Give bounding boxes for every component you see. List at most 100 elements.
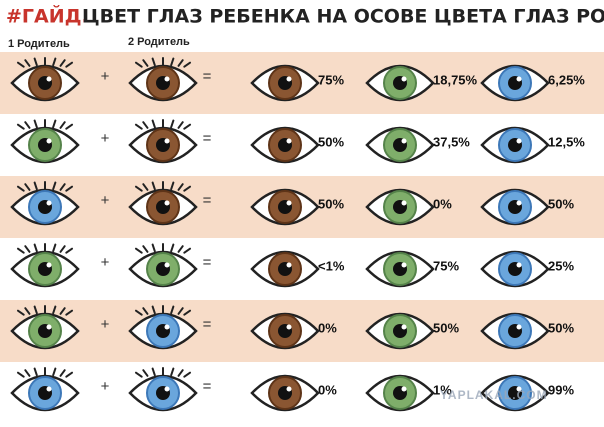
percent-label: 99% xyxy=(548,382,574,397)
eyelash xyxy=(52,243,57,253)
highlight xyxy=(164,262,170,268)
highlight xyxy=(46,138,52,144)
eyelash xyxy=(170,57,175,67)
percent-label: 50% xyxy=(548,320,574,335)
eye xyxy=(480,374,550,412)
percent-label: 0% xyxy=(318,382,337,397)
highlight xyxy=(401,262,407,268)
plus-sign: + xyxy=(101,192,110,209)
eyelash xyxy=(33,57,38,67)
eyelash xyxy=(134,309,143,316)
title-tag: #ГАЙД. xyxy=(6,5,89,28)
eyelash xyxy=(24,121,31,129)
percent-label: 50% xyxy=(318,196,344,211)
equals-sign: = xyxy=(203,254,212,271)
eye xyxy=(480,64,550,102)
eye xyxy=(365,374,435,412)
eyelash xyxy=(59,183,66,191)
percent-label: 50% xyxy=(548,196,574,211)
eye xyxy=(128,181,198,226)
watermark: YAPLAKAL.COM xyxy=(440,388,548,402)
eyelash xyxy=(177,245,184,253)
percent-label: 75% xyxy=(433,258,459,273)
eye xyxy=(10,181,80,226)
eyelash xyxy=(151,367,156,377)
eyelash xyxy=(134,185,143,192)
eyelash xyxy=(151,305,156,315)
eye xyxy=(365,188,435,226)
eye xyxy=(250,188,320,226)
percent-label: 50% xyxy=(433,320,459,335)
eye xyxy=(365,312,435,350)
eyelash xyxy=(183,371,192,378)
eyelash xyxy=(183,247,192,254)
eyelash xyxy=(59,245,66,253)
eyelash xyxy=(24,183,31,191)
highlight xyxy=(286,262,292,268)
percent-label: 75% xyxy=(318,72,344,87)
eyelash xyxy=(183,309,192,316)
eyelash xyxy=(52,57,57,67)
eye xyxy=(128,243,198,288)
eyelash xyxy=(16,371,25,378)
highlight xyxy=(401,386,407,392)
eyelash xyxy=(65,185,74,192)
eyelash xyxy=(170,367,175,377)
eyelash xyxy=(177,369,184,377)
eye xyxy=(365,250,435,288)
eyelash xyxy=(177,121,184,129)
eyelash xyxy=(65,247,74,254)
eye xyxy=(10,305,80,350)
parent-1-label: 1 Родитель xyxy=(8,38,70,50)
eyelash xyxy=(183,123,192,130)
equals-sign: = xyxy=(203,192,212,209)
eyelash xyxy=(142,59,149,67)
highlight xyxy=(164,138,170,144)
eye xyxy=(10,367,80,412)
highlight xyxy=(46,200,52,206)
eyelash xyxy=(134,123,143,130)
highlight xyxy=(516,386,522,392)
eyelash xyxy=(142,183,149,191)
eye xyxy=(480,250,550,288)
highlight xyxy=(401,324,407,330)
eyelash xyxy=(177,59,184,67)
eyelash xyxy=(134,61,143,68)
eyelash xyxy=(24,59,31,67)
highlight xyxy=(401,138,407,144)
percent-label: 1% xyxy=(433,382,452,397)
equals-sign: = xyxy=(203,68,212,85)
eyelash xyxy=(177,307,184,315)
eyelash xyxy=(183,185,192,192)
highlight xyxy=(164,76,170,82)
percent-label: 25% xyxy=(548,258,574,273)
eyelash xyxy=(33,305,38,315)
eyelash xyxy=(52,181,57,191)
percent-label: 37,5% xyxy=(433,134,470,149)
equals-sign: = xyxy=(203,130,212,147)
eyelash xyxy=(16,61,25,68)
highlight xyxy=(164,200,170,206)
eyelash xyxy=(52,367,57,377)
eye xyxy=(480,188,550,226)
percent-label: 0% xyxy=(318,320,337,335)
eye xyxy=(365,126,435,164)
eyelash xyxy=(33,181,38,191)
eyelash xyxy=(33,119,38,129)
eyelash xyxy=(52,119,57,129)
equals-sign: = xyxy=(203,378,212,395)
eye xyxy=(250,312,320,350)
plus-sign: + xyxy=(101,316,110,333)
eyelash xyxy=(151,57,156,67)
highlight xyxy=(516,138,522,144)
eyelash xyxy=(170,243,175,253)
eyelash xyxy=(183,61,192,68)
eyelash xyxy=(65,61,74,68)
eyelash xyxy=(177,183,184,191)
eyelash xyxy=(59,369,66,377)
eyelash xyxy=(65,309,74,316)
rows: + = 75% 18,75% 6,25% + = 50% 37,5% 12,5% + = 50% 0% 50… xyxy=(0,52,604,424)
eyelash xyxy=(16,185,25,192)
eye xyxy=(480,312,550,350)
highlight xyxy=(286,200,292,206)
